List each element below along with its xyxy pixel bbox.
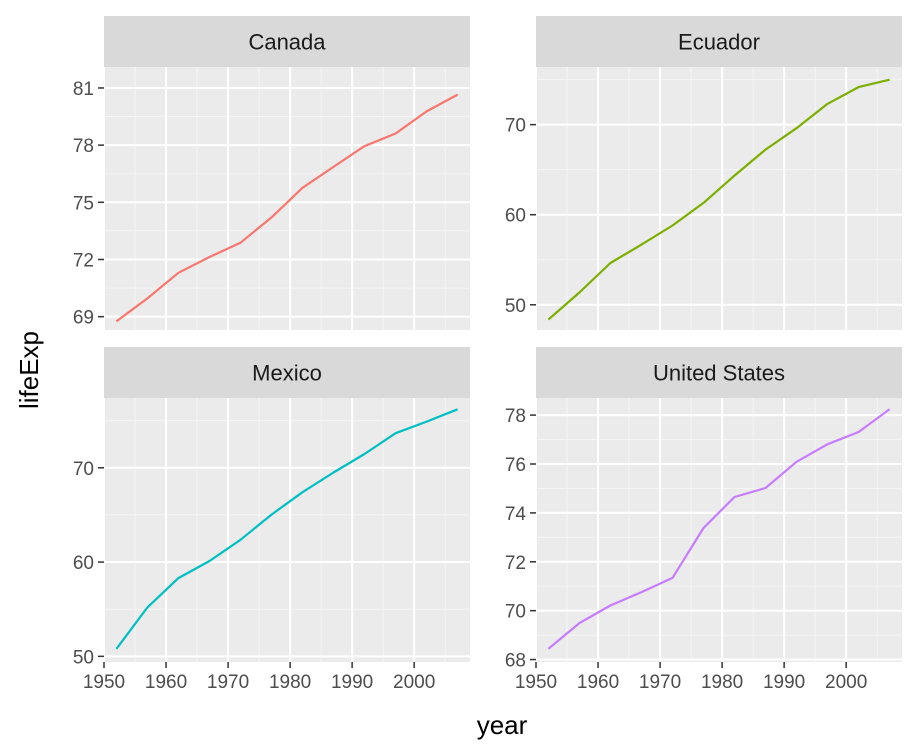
strip-mexico xyxy=(104,347,470,398)
y-tick-label: 72 xyxy=(73,250,94,271)
x-tick-label: 1950 xyxy=(83,672,125,693)
x-tick-label: 1990 xyxy=(763,672,805,693)
series-line-united-states xyxy=(547,408,891,650)
y-tick-label: 60 xyxy=(73,553,94,574)
y-tick-label: 74 xyxy=(505,504,527,525)
y-tick-label: 75 xyxy=(73,193,94,214)
series-line-mexico xyxy=(115,408,459,650)
panel-background-canada xyxy=(104,67,470,330)
x-tick-label: 1970 xyxy=(639,672,681,693)
y-tick-label: 69 xyxy=(73,308,94,329)
y-tick-label: 76 xyxy=(505,455,526,476)
series-line-ecuador xyxy=(547,78,890,321)
y-tick-label: 68 xyxy=(505,651,526,672)
y-tick-label: 70 xyxy=(505,116,526,137)
panel-united-states: United States 68 70 72 74 76 78 1950 1960 1970 198… xyxy=(505,347,902,693)
y-tick-label: 50 xyxy=(505,296,526,317)
series-line-canada xyxy=(115,93,459,323)
strip-canada xyxy=(104,16,470,67)
strip-label-canada: Canada xyxy=(248,30,326,55)
panel-ecuador: Ecuador 50 60 70 xyxy=(505,16,902,330)
x-tick-label: 1980 xyxy=(701,672,743,693)
x-tick-label: 1960 xyxy=(577,672,619,693)
x-tick-label: 1990 xyxy=(331,672,373,693)
strip-ecuador xyxy=(536,16,902,67)
panel-mexico: Mexico 50 60 70 1950 1960 1970 1980 1990 2000 xyxy=(73,347,470,693)
panel-background-ecuador xyxy=(536,67,902,330)
y-tick-label: 60 xyxy=(505,206,526,227)
strip-label-united-states: United States xyxy=(653,361,785,386)
x-tick-label: 2000 xyxy=(393,672,435,693)
strip-label-mexico: Mexico xyxy=(252,361,322,386)
y-tick-label: 50 xyxy=(73,647,94,668)
x-tick-label: 1950 xyxy=(515,672,557,693)
x-tick-label: 1970 xyxy=(207,672,249,693)
y-tick-label: 72 xyxy=(505,553,526,574)
x-tick-label: 2000 xyxy=(825,672,867,693)
y-tick-label: 78 xyxy=(505,406,526,427)
y-tick-label: 78 xyxy=(73,136,94,157)
y-tick-label: 70 xyxy=(73,459,94,480)
y-tick-label: 70 xyxy=(505,602,526,623)
y-axis-title: lifeExp xyxy=(14,331,44,409)
panel-canada: Canada 69 72 75 78 81 xyxy=(73,16,470,330)
x-tick-label: 1980 xyxy=(269,672,311,693)
y-tick-label: 81 xyxy=(73,79,94,100)
x-axis-title: year xyxy=(477,710,528,740)
panel-background-mexico xyxy=(104,398,470,662)
strip-united-states xyxy=(536,347,902,398)
panel-background-united-states xyxy=(536,398,902,662)
strip-label-ecuador: Ecuador xyxy=(678,30,760,55)
x-tick-label: 1960 xyxy=(145,672,187,693)
